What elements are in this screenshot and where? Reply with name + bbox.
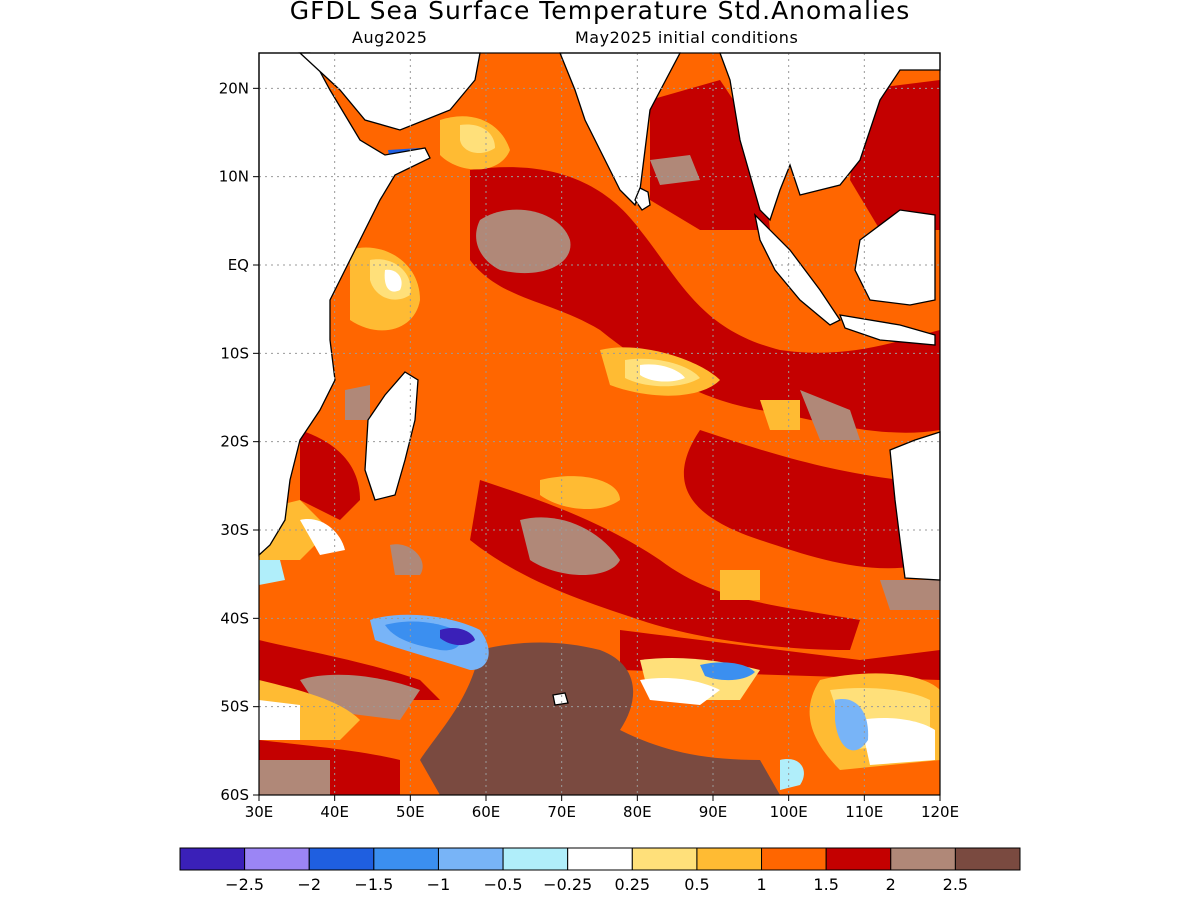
anomaly-neutral-regions <box>259 269 935 765</box>
y-tick-label: EQ <box>228 256 249 274</box>
colorbar-swatch <box>502 847 569 871</box>
colorbar-label: 1 <box>756 875 766 894</box>
colorbar-label: −1.5 <box>354 875 393 894</box>
kerguelen-island <box>552 692 569 706</box>
y-tick-label: 60S <box>220 786 249 804</box>
colorbar-label: 2.5 <box>943 875 968 894</box>
anomaly-brown-dark <box>420 642 780 795</box>
x-tick-label: 30E <box>245 803 274 821</box>
colorbar-swatch <box>373 847 439 871</box>
y-axis: 20N 10N EQ 10S 20S 30S 40S 50S 60S <box>219 79 259 804</box>
y-tick-label: 30S <box>220 521 249 539</box>
java-coast <box>838 314 936 346</box>
sri-lanka-coast <box>634 187 651 211</box>
y-tick-label: 40S <box>220 609 249 627</box>
colorbar-label: −1 <box>427 875 451 894</box>
map-title: GFDL Sea Surface Temperature Std.Anomali… <box>289 0 911 25</box>
anomaly-cold-regions <box>259 148 869 790</box>
colorbar-label: −2.5 <box>225 875 264 894</box>
colorbar-swatch <box>437 847 504 871</box>
australia-coast <box>889 431 941 581</box>
y-tick-label: 10S <box>220 344 249 362</box>
land-masses <box>258 52 941 706</box>
x-tick-label: 80E <box>623 803 652 821</box>
colorbar-swatch <box>179 847 246 871</box>
colorbar-label: −0.25 <box>543 875 592 894</box>
x-tick-label: 40E <box>320 803 349 821</box>
africa-coast <box>258 52 431 557</box>
colorbar-swatch <box>631 847 698 871</box>
colorbar-swatch <box>308 847 375 871</box>
x-tick-label: 60E <box>472 803 501 821</box>
y-tick-label: 20N <box>219 79 249 97</box>
x-tick-label: 100E <box>770 803 808 821</box>
anomaly-brown-light <box>259 155 940 795</box>
forecast-month: Aug2025 <box>352 28 428 47</box>
colorbar-swatch <box>244 847 310 871</box>
madagascar-coast <box>364 371 419 501</box>
colorbar-swatch <box>761 847 827 871</box>
colorbar: −2.5 −2 −1.5 −1 −0.5 −0.25 0.25 0.5 1 1.5 2 2.5 <box>179 847 1021 894</box>
x-tick-label: 90E <box>699 803 728 821</box>
x-tick-label: 120E <box>921 803 959 821</box>
colorbar-label: −2 <box>297 875 321 894</box>
x-axis: 30E 40E 50E 60E 70E 80E 90E 100E 110E 120E <box>245 795 959 821</box>
colorbar-swatch <box>696 847 763 871</box>
colorbar-swatch <box>890 847 956 871</box>
colorbar-label: 0.5 <box>684 875 709 894</box>
anomaly-red-regions <box>259 80 940 795</box>
colorbar-label: 1.5 <box>813 875 838 894</box>
arabia-coast <box>298 52 481 131</box>
x-tick-label: 70E <box>547 803 576 821</box>
colorbar-swatch <box>954 847 1021 871</box>
x-tick-label: 50E <box>396 803 425 821</box>
india-coast <box>559 52 682 207</box>
plot-frame <box>258 52 941 796</box>
y-tick-label: 20S <box>220 433 249 451</box>
colorbar-label: 0.25 <box>614 875 650 894</box>
colorbar-label: 2 <box>886 875 896 894</box>
southeast-asia-coast <box>719 52 941 222</box>
x-tick-label: 110E <box>845 803 883 821</box>
initial-conditions: May2025 initial conditions <box>575 28 799 47</box>
y-tick-label: 50S <box>220 698 249 716</box>
colorbar-swatch <box>567 847 633 871</box>
lat-lon-grid <box>259 53 940 795</box>
borneo-coast <box>854 209 936 306</box>
y-tick-label: 10N <box>219 168 249 186</box>
colorbar-swatch <box>825 847 892 871</box>
sumatra-coast <box>753 213 841 326</box>
colorbar-label: −0.5 <box>484 875 523 894</box>
